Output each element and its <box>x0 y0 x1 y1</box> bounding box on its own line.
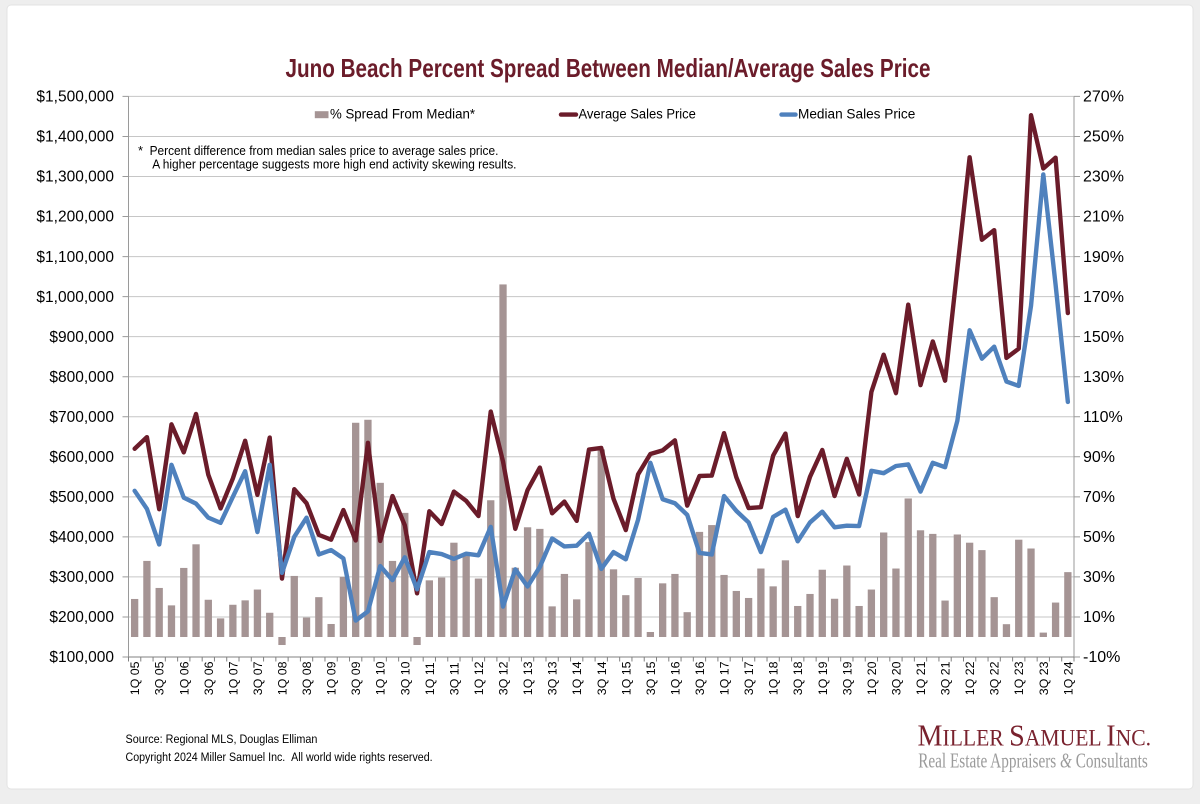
svg-text:190%: 190% <box>1083 249 1124 266</box>
svg-text:1Q 07: 1Q 07 <box>226 661 240 695</box>
svg-text:3Q 18: 3Q 18 <box>791 661 805 695</box>
svg-text:3Q 14: 3Q 14 <box>595 661 609 695</box>
svg-text:$1,100,000: $1,100,000 <box>36 249 114 266</box>
svg-text:3Q 10: 3Q 10 <box>398 661 412 695</box>
svg-text:230%: 230% <box>1083 169 1124 186</box>
svg-text:$600,000: $600,000 <box>49 449 114 466</box>
svg-text:170%: 170% <box>1083 289 1124 306</box>
svg-text:3Q 12: 3Q 12 <box>497 661 511 695</box>
svg-text:$500,000: $500,000 <box>49 489 114 506</box>
svg-text:1Q 08: 1Q 08 <box>275 661 289 695</box>
svg-text:1Q 13: 1Q 13 <box>521 661 535 695</box>
svg-text:3Q 11: 3Q 11 <box>447 662 461 695</box>
svg-text:1Q 11: 1Q 11 <box>423 662 437 695</box>
svg-text:MILLER SAMUEL INC.: MILLER SAMUEL INC. <box>918 719 1152 752</box>
svg-text:Percent difference from median: Percent difference from median sales pri… <box>150 143 499 158</box>
svg-text:1Q 12: 1Q 12 <box>472 661 486 695</box>
svg-text:1Q 16: 1Q 16 <box>668 661 682 695</box>
svg-text:50%: 50% <box>1083 529 1115 546</box>
svg-text:3Q 06: 3Q 06 <box>202 661 216 695</box>
svg-text:*: * <box>138 143 143 158</box>
svg-text:$1,200,000: $1,200,000 <box>36 209 114 226</box>
svg-text:A higher percentage suggests m: A higher percentage suggests more high e… <box>152 156 516 171</box>
svg-text:3Q 21: 3Q 21 <box>939 661 953 695</box>
svg-text:3Q 07: 3Q 07 <box>251 661 265 695</box>
svg-text:3Q 16: 3Q 16 <box>693 661 707 695</box>
svg-text:3Q 17: 3Q 17 <box>742 661 756 695</box>
svg-text:1Q 14: 1Q 14 <box>570 661 584 695</box>
svg-text:10%: 10% <box>1083 609 1115 626</box>
svg-text:3Q 09: 3Q 09 <box>349 661 363 695</box>
svg-text:110%: 110% <box>1083 409 1123 426</box>
svg-text:30%: 30% <box>1083 569 1115 586</box>
svg-text:3Q 20: 3Q 20 <box>889 661 903 695</box>
svg-text:3Q 08: 3Q 08 <box>300 661 314 695</box>
svg-text:$700,000: $700,000 <box>49 409 114 426</box>
svg-text:270%: 270% <box>1083 89 1124 106</box>
svg-text:Copyright 2024 Miller Samuel I: Copyright 2024 Miller Samuel Inc. All wo… <box>126 750 433 764</box>
svg-text:1Q 18: 1Q 18 <box>767 661 781 695</box>
svg-text:3Q 15: 3Q 15 <box>644 661 658 695</box>
svg-text:Juno Beach Percent Spread Betw: Juno Beach Percent Spread Between Median… <box>286 53 931 83</box>
svg-text:$1,500,000: $1,500,000 <box>36 89 114 106</box>
svg-text:$200,000: $200,000 <box>49 609 114 626</box>
svg-text:Average Sales Price: Average Sales Price <box>579 106 696 121</box>
svg-text:1Q 24: 1Q 24 <box>1061 661 1075 695</box>
svg-text:1Q 17: 1Q 17 <box>718 661 732 695</box>
svg-text:$900,000: $900,000 <box>49 329 114 346</box>
svg-text:1Q 06: 1Q 06 <box>177 661 191 695</box>
svg-text:$300,000: $300,000 <box>49 569 114 586</box>
svg-text:% Spread From Median*: % Spread From Median* <box>330 106 475 121</box>
svg-text:150%: 150% <box>1083 329 1124 346</box>
svg-text:Real Estate Appraisers & Consu: Real Estate Appraisers & Consultants <box>918 749 1148 773</box>
svg-text:1Q 23: 1Q 23 <box>1012 661 1026 695</box>
svg-text:$1,000,000: $1,000,000 <box>36 289 114 306</box>
svg-text:1Q 22: 1Q 22 <box>963 661 977 695</box>
svg-text:3Q 05: 3Q 05 <box>153 661 167 695</box>
svg-text:210%: 210% <box>1083 209 1124 226</box>
svg-text:Source: Regional MLS, Douglas: Source: Regional MLS, Douglas Elliman <box>126 732 318 746</box>
svg-text:Median Sales Price: Median Sales Price <box>798 106 915 121</box>
svg-text:-10%: -10% <box>1083 649 1120 666</box>
svg-text:3Q 23: 3Q 23 <box>1037 661 1051 695</box>
svg-text:1Q 10: 1Q 10 <box>374 661 388 695</box>
svg-text:1Q 09: 1Q 09 <box>325 661 339 695</box>
svg-text:1Q 21: 1Q 21 <box>914 661 928 695</box>
svg-text:1Q 05: 1Q 05 <box>128 661 142 695</box>
svg-text:3Q 19: 3Q 19 <box>840 661 854 695</box>
svg-text:90%: 90% <box>1083 449 1115 466</box>
svg-text:1Q 19: 1Q 19 <box>816 661 830 695</box>
svg-text:$400,000: $400,000 <box>49 529 114 546</box>
svg-text:1Q 20: 1Q 20 <box>865 661 879 695</box>
svg-text:$1,400,000: $1,400,000 <box>36 129 114 146</box>
svg-text:$1,300,000: $1,300,000 <box>36 169 114 186</box>
svg-text:70%: 70% <box>1083 489 1115 506</box>
svg-text:3Q 22: 3Q 22 <box>988 661 1002 695</box>
svg-text:$100,000: $100,000 <box>49 649 114 666</box>
svg-text:250%: 250% <box>1083 129 1124 146</box>
svg-text:1Q 15: 1Q 15 <box>619 661 633 695</box>
svg-text:130%: 130% <box>1083 369 1124 386</box>
svg-text:3Q 13: 3Q 13 <box>546 661 560 695</box>
svg-text:$800,000: $800,000 <box>49 369 114 386</box>
